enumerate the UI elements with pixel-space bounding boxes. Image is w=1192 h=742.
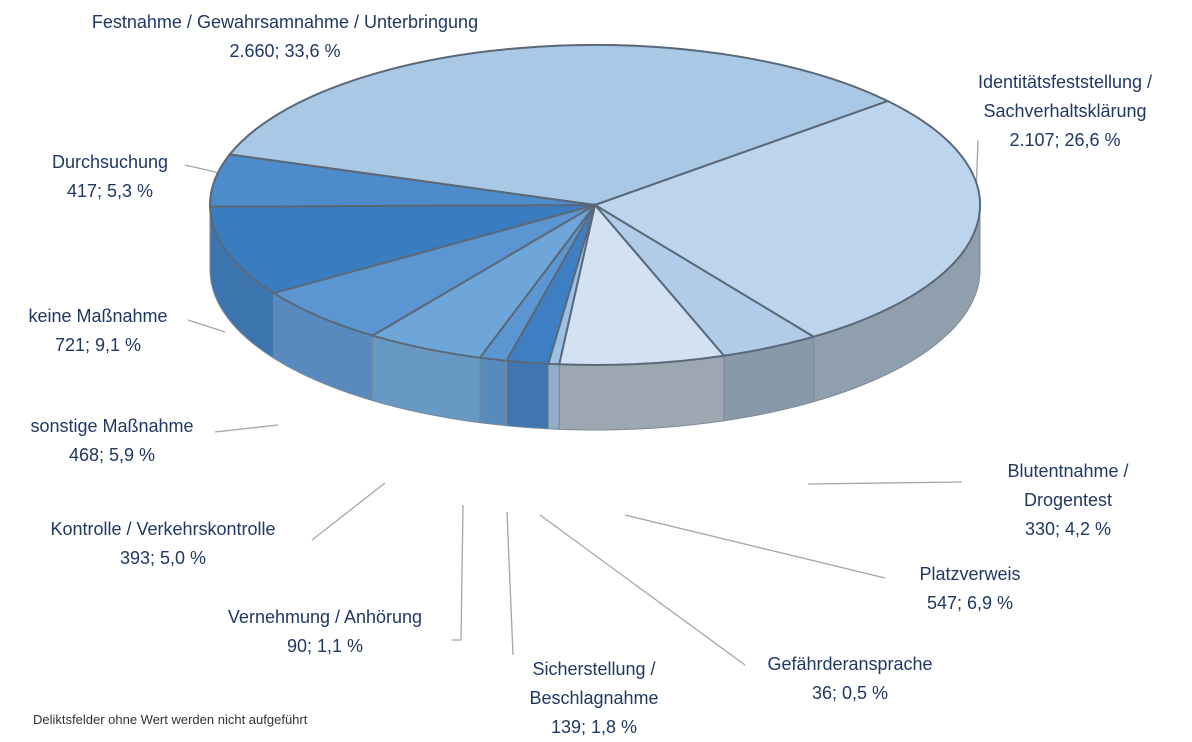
category-label: Blutentnahme / Drogentest bbox=[993, 457, 1143, 515]
slice-side bbox=[548, 364, 559, 429]
slice-side bbox=[506, 361, 548, 429]
value-label: 417; 5,3 % bbox=[10, 177, 210, 206]
footnote: Deliktsfelder ohne Wert werden nicht auf… bbox=[33, 712, 307, 727]
value-label: 547; 6,9 % bbox=[890, 589, 1050, 618]
category-label: Platzverweis bbox=[890, 560, 1050, 589]
pie-tops bbox=[210, 45, 980, 365]
category-label: Durchsuchung bbox=[10, 148, 210, 177]
category-label: Kontrolle / Verkehrskontrolle bbox=[13, 515, 313, 544]
category-label: Festnahme / Gewahrsamnahme / Unterbringu… bbox=[25, 8, 545, 37]
category-label: Sicherstellung / Beschlagnahme bbox=[514, 655, 674, 713]
value-label: 468; 5,9 % bbox=[0, 441, 227, 470]
slice-side bbox=[480, 358, 507, 426]
category-label: sonstige Maßnahme bbox=[0, 412, 227, 441]
slice-label: Identitätsfeststellung / Sachverhaltsklä… bbox=[950, 68, 1180, 155]
category-label: Vernehmung / Anhörung bbox=[185, 603, 465, 632]
value-label: 330; 4,2 % bbox=[993, 515, 1143, 544]
leader-line bbox=[808, 482, 962, 484]
value-label: 2.107; 26,6 % bbox=[950, 126, 1180, 155]
leader-line bbox=[507, 512, 513, 655]
leader-line bbox=[540, 515, 745, 665]
leader-line bbox=[312, 483, 385, 540]
category-label: keine Maßnahme bbox=[0, 302, 198, 331]
slice-side bbox=[559, 356, 724, 430]
leader-line bbox=[625, 515, 885, 578]
category-label: Gefährderansprache bbox=[730, 650, 970, 679]
value-label: 36; 0,5 % bbox=[730, 679, 970, 708]
slice-label: Festnahme / Gewahrsamnahme / Unterbringu… bbox=[25, 8, 545, 66]
value-label: 2.660; 33,6 % bbox=[25, 37, 545, 66]
value-label: 721; 9,1 % bbox=[0, 331, 198, 360]
value-label: 90; 1,1 % bbox=[185, 632, 465, 661]
value-label: 393; 5,0 % bbox=[13, 544, 313, 573]
category-label: Identitätsfeststellung / Sachverhaltsklä… bbox=[950, 68, 1180, 126]
